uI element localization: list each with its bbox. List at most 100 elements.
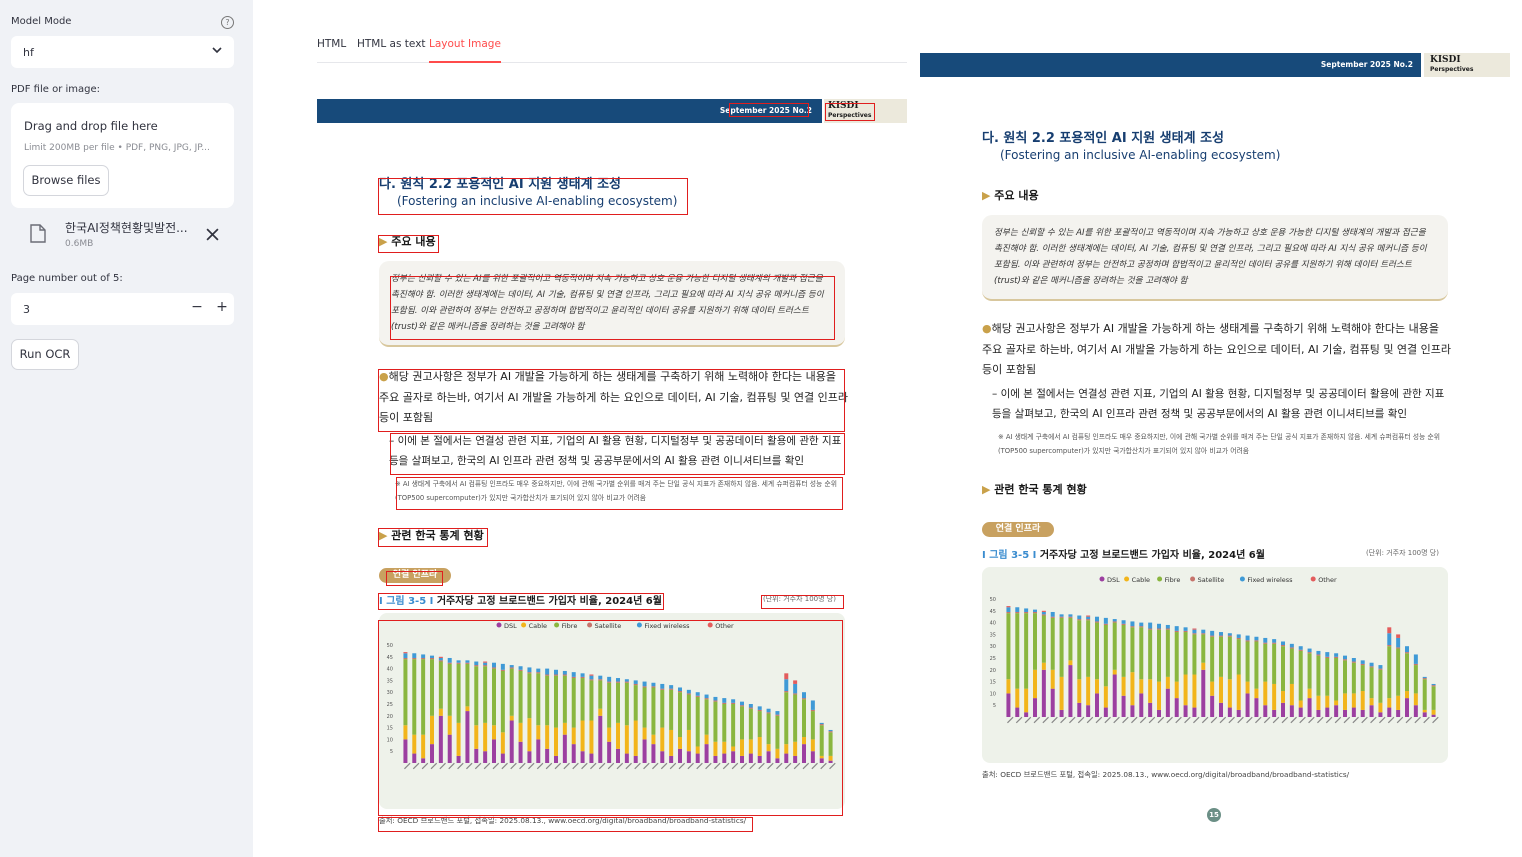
tab-html-as-text[interactable]: HTML as text: [357, 38, 426, 50]
original-page: September 2025 No.2 KISDI Perspectives 다…: [920, 53, 1510, 843]
bar-segment: [633, 755, 638, 763]
bar-segment: [518, 741, 523, 763]
bar-segment: [1033, 698, 1037, 717]
bar-segment: [1130, 672, 1135, 706]
bar-segment: [1325, 707, 1330, 717]
x-tick-label: [1281, 716, 1289, 724]
bar-segment: [1325, 656, 1330, 658]
tab-html[interactable]: HTML: [317, 38, 347, 50]
bar-segment: [1343, 655, 1347, 660]
y-tick-label: 45: [387, 655, 393, 661]
bar-segment: [1236, 634, 1241, 638]
browse-files-button[interactable]: Browse files: [23, 165, 109, 196]
bar-segment: [1431, 685, 1436, 687]
bar-segment: [1316, 654, 1321, 656]
bar-segment: [740, 705, 744, 707]
x-tick-label: [1290, 716, 1297, 724]
bar-segment: [1095, 622, 1099, 680]
legend-marker: [554, 622, 560, 628]
bar-segment: [465, 663, 470, 707]
bar-segment: [1112, 622, 1117, 670]
close-icon[interactable]: [206, 228, 219, 241]
bar-segment: [589, 679, 594, 681]
layout-box: [378, 369, 845, 432]
summary-box: 정부는 신뢰할 수 있는 AI를 위한 포괄적이고 역동적이며 지속 가능하고 …: [982, 215, 1448, 301]
bar-segment: [1360, 665, 1365, 692]
chevron-down-icon: [212, 47, 222, 54]
x-tick-label: [1299, 716, 1306, 724]
x-tick-label: [412, 762, 420, 770]
bar-segment: [1334, 705, 1339, 717]
bar-segment: [447, 734, 452, 763]
layout-box: [390, 433, 845, 475]
file-dropzone[interactable]: Drag and drop file here Limit 200MB per …: [11, 103, 234, 208]
y-tick-label: 30: [990, 644, 996, 650]
bar-segment: [1148, 628, 1153, 630]
bar-segment: [589, 753, 594, 763]
bar-segment: [1006, 611, 1011, 614]
x-tick-label: [1343, 716, 1351, 724]
bar-segment: [554, 669, 558, 675]
legend-label: Cable: [529, 622, 547, 630]
bar-segment: [1298, 650, 1303, 701]
x-tick-label: [1157, 716, 1165, 724]
legend-marker: [1310, 576, 1316, 582]
summary-text: 정부는 신뢰할 수 있는 AI를 위한 포괄적이고 역동적이며 지속 가능하고 …: [391, 274, 824, 332]
bar-segment: [704, 699, 709, 735]
x-tick-label: [598, 762, 606, 770]
bar-segment: [1396, 637, 1401, 648]
bar-segment: [1112, 674, 1117, 717]
bar-segment: [1139, 622, 1144, 627]
bar-segment: [580, 720, 585, 752]
bar-segment: [1068, 660, 1073, 666]
bar-segment: [1157, 629, 1161, 682]
bar-segment: [1041, 662, 1046, 670]
run-ocr-button[interactable]: Run OCR: [11, 339, 79, 370]
help-icon[interactable]: ?: [221, 16, 234, 29]
bar-segment: [784, 753, 789, 763]
bar-segment: [1387, 645, 1392, 647]
bar-segment: [1281, 646, 1285, 692]
bar-segment: [571, 672, 576, 677]
bar-segment: [766, 751, 771, 763]
increment-button[interactable]: +: [216, 299, 228, 315]
bar-segment: [1227, 707, 1232, 717]
bar-segment: [421, 657, 426, 660]
bar-segment: [1325, 695, 1330, 708]
bar-segment: [1281, 702, 1285, 717]
x-tick-label: [1015, 716, 1023, 724]
bar-segment: [527, 667, 532, 673]
bar-segment: [474, 661, 479, 666]
tab-layout-image[interactable]: Layout Image: [429, 38, 501, 63]
x-tick-label: [554, 762, 562, 770]
page-number-input[interactable]: 3 − +: [11, 293, 234, 325]
bar-segment: [474, 665, 479, 667]
x-tick-label: [829, 762, 836, 770]
x-tick-label: [430, 762, 438, 770]
layout-box: [825, 103, 875, 121]
bar-segment: [456, 660, 461, 663]
x-tick-label: [811, 762, 818, 770]
x-tick-label: [1237, 716, 1244, 724]
bar-segment: [1227, 679, 1232, 708]
legend-marker: [496, 622, 502, 628]
x-tick-label: [669, 762, 677, 770]
bar-segment: [607, 741, 612, 763]
model-mode-select[interactable]: hf: [11, 36, 234, 68]
x-tick-label: [1148, 716, 1156, 724]
bar-segment: [500, 669, 505, 671]
layout-box: [761, 595, 844, 609]
bar-segment: [642, 739, 647, 763]
bar-segment: [1316, 655, 1321, 696]
bar-segment: [740, 706, 744, 740]
bar-segment: [580, 673, 585, 677]
bar-segment: [607, 676, 612, 682]
decrement-button[interactable]: −: [191, 299, 203, 315]
y-tick-label: 35: [990, 632, 996, 638]
x-tick-label: [687, 762, 694, 770]
bar-segment: [1139, 626, 1144, 628]
heading-en: (Fostering an inclusive AI-enabling ecos…: [1000, 148, 1281, 162]
bar-segment: [828, 760, 833, 763]
bar-segment: [624, 682, 629, 726]
bar-segment: [1130, 626, 1135, 628]
